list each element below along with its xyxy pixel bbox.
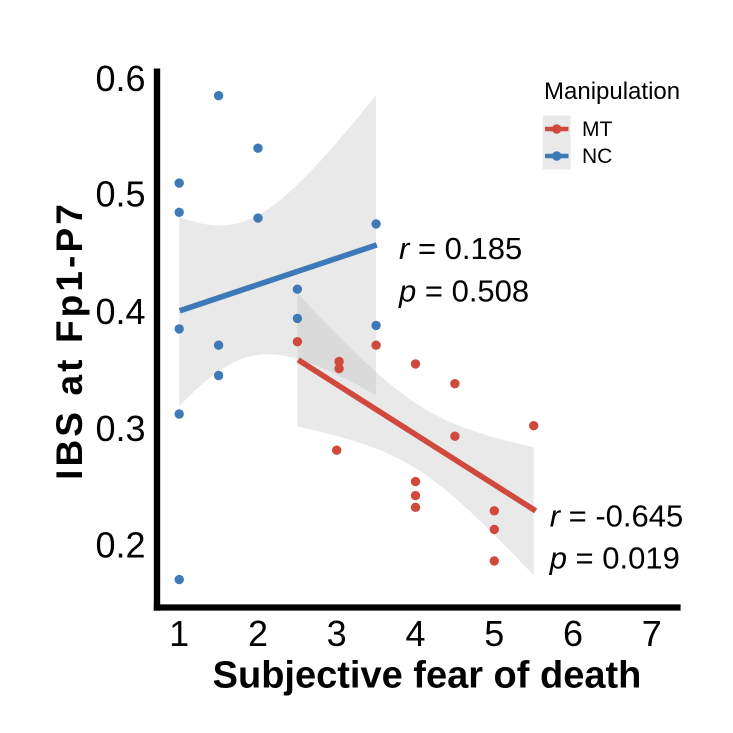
svg-text:0.3: 0.3 <box>95 408 145 449</box>
svg-text:MT: MT <box>582 118 612 141</box>
svg-text:r = 0.185: r = 0.185 <box>399 231 522 266</box>
svg-text:4: 4 <box>405 613 425 654</box>
svg-text:1: 1 <box>169 613 189 654</box>
svg-text:0.6: 0.6 <box>95 58 145 99</box>
svg-text:7: 7 <box>642 613 662 654</box>
svg-text:Manipulation: Manipulation <box>544 78 680 105</box>
svg-text:3: 3 <box>327 613 347 654</box>
svg-text:0.4: 0.4 <box>95 291 145 332</box>
svg-text:0.5: 0.5 <box>95 174 145 215</box>
svg-text:6: 6 <box>563 613 583 654</box>
svg-text:0.2: 0.2 <box>95 524 145 565</box>
svg-text:IBS at Fp1-P7: IBS at Fp1-P7 <box>49 201 90 480</box>
svg-text:NC: NC <box>582 145 612 168</box>
svg-text:Subjective fear of death: Subjective fear of death <box>213 655 642 697</box>
svg-text:p = 0.508: p = 0.508 <box>398 274 529 309</box>
svg-text:r = -0.645: r = -0.645 <box>550 499 684 534</box>
svg-text:5: 5 <box>484 613 504 654</box>
svg-text:p = 0.019: p = 0.019 <box>549 541 680 576</box>
svg-text:2: 2 <box>248 613 268 654</box>
